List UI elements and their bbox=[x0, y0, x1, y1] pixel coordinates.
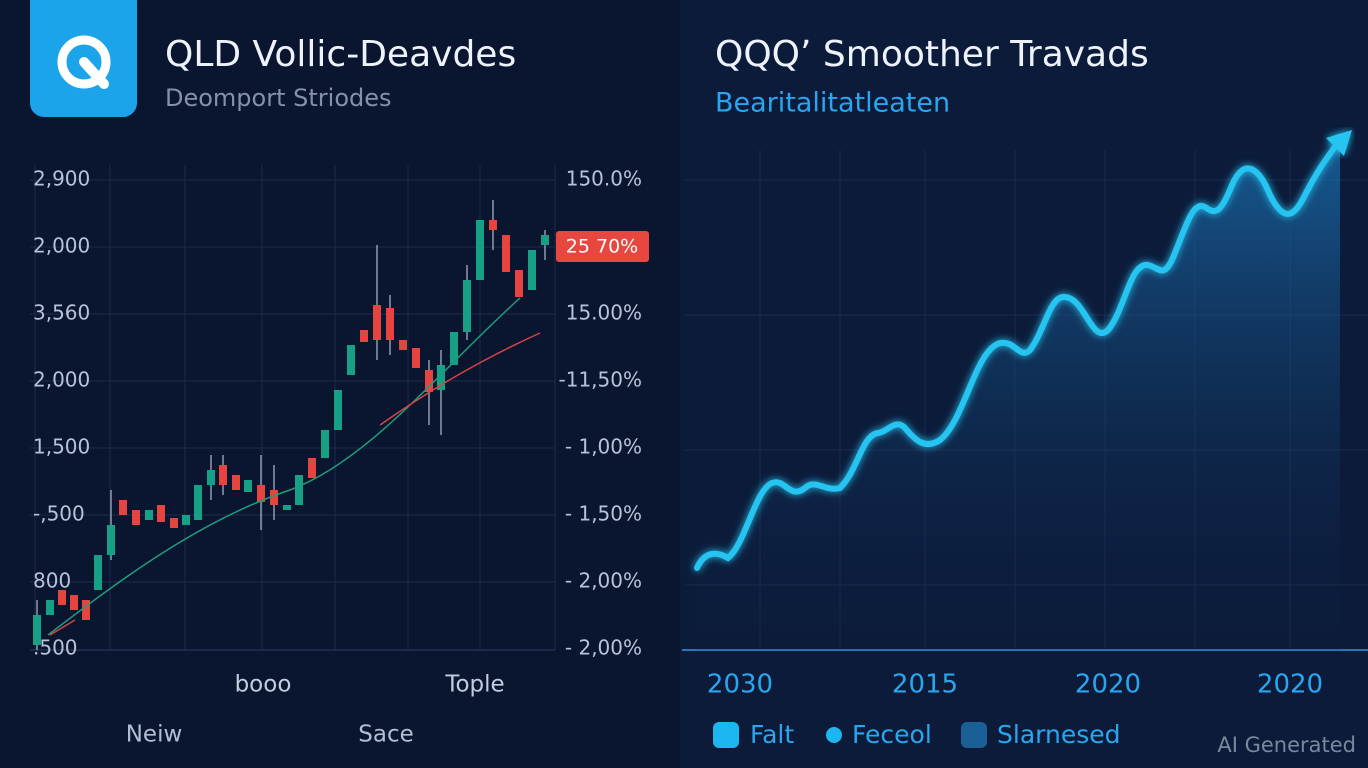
left-panel bbox=[0, 0, 680, 768]
y2-tick-label: - 2,00% bbox=[565, 569, 642, 593]
y-tick-label: 3,560 bbox=[33, 301, 90, 325]
legend-label: Slarnesed bbox=[997, 720, 1120, 749]
y-tick-label: 2,000 bbox=[33, 234, 90, 258]
line bbox=[694, 137, 1343, 571]
y-tick-label: 2,900 bbox=[33, 167, 90, 191]
y-tick-label: 2,000 bbox=[33, 368, 90, 392]
logo-mark bbox=[79, 57, 109, 89]
y2-tick-label: 150.0% bbox=[566, 167, 642, 191]
y2-tick-label: 15.00% bbox=[566, 301, 642, 325]
x-tick-label: 2020 bbox=[1257, 670, 1323, 700]
y2-tick-label: - 1,50% bbox=[565, 502, 642, 526]
legend-swatch bbox=[713, 722, 739, 748]
legend-label: Falt bbox=[750, 720, 794, 749]
y2-tick-label: - 1,00% bbox=[565, 435, 642, 459]
area bbox=[697, 140, 1340, 650]
y-tick-label: 1,500 bbox=[33, 435, 90, 459]
y2-tick-label: -11,50% bbox=[559, 368, 642, 392]
y-tick-label: 800 bbox=[33, 569, 71, 593]
legend-swatch bbox=[826, 727, 842, 743]
legend-label: Feceol bbox=[852, 720, 932, 749]
x-tick-label: 2015 bbox=[892, 670, 958, 700]
moving-average bbox=[47, 297, 521, 636]
moving-average bbox=[49, 332, 541, 636]
footer-label: Neiw bbox=[126, 722, 183, 748]
logo-mark bbox=[57, 35, 111, 89]
subtitle: Bearitalitatleaten bbox=[715, 88, 950, 119]
title: QQQ’ Smoother Travads bbox=[715, 34, 1149, 75]
price-badge bbox=[556, 231, 649, 262]
x-tick-label: 2020 bbox=[1075, 670, 1141, 700]
x-tick-label: Tople bbox=[444, 672, 504, 698]
y-tick-label: -,500 bbox=[33, 502, 85, 526]
x-tick-label: booo bbox=[235, 672, 292, 698]
subtitle: Deomport Striodes bbox=[165, 84, 392, 112]
candles-down bbox=[58, 220, 523, 620]
arrowhead bbox=[1326, 130, 1352, 156]
legend-swatch bbox=[961, 722, 987, 748]
y-tick-label: .500 bbox=[33, 636, 78, 660]
x-tick-label: 2030 bbox=[707, 670, 773, 700]
candles-up bbox=[33, 220, 549, 645]
title: QLD Vollic-Deavdes bbox=[165, 34, 516, 75]
watermark: AI Generated bbox=[1217, 733, 1356, 757]
badge-label: 25 70% bbox=[566, 236, 638, 258]
footer-label: Sace bbox=[358, 722, 414, 748]
y2-tick-label: - 2,00% bbox=[565, 636, 642, 660]
